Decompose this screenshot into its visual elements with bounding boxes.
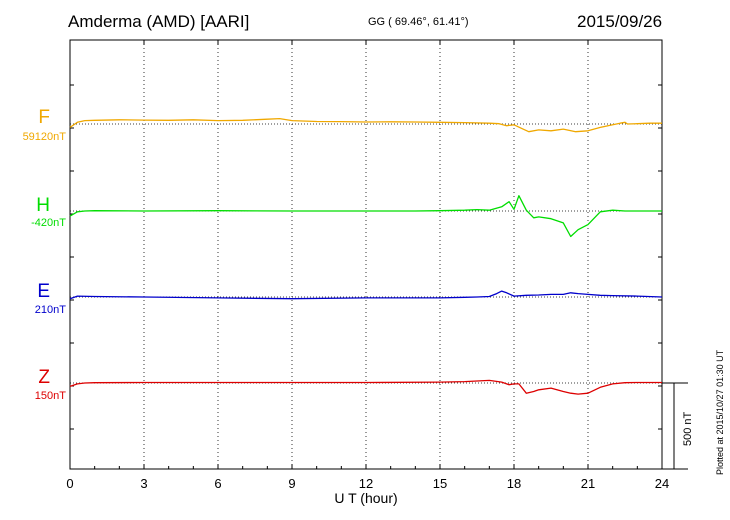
series-z-line [69, 379, 662, 395]
x-tick-label-21: 21 [581, 476, 595, 491]
x-tick-label-18: 18 [507, 476, 521, 491]
plotted-timestamp: Plotted at 2015/10/27 01:30 UT [715, 349, 725, 475]
component-e-baseline: 210nT [34, 304, 66, 316]
geographic-coordinates: GG ( 69.46°, 61.41°) [368, 16, 469, 28]
component-z-baseline: 150nT [34, 390, 66, 402]
component-h-baseline: -420nT [31, 217, 66, 229]
x-tick-label-0: 0 [66, 476, 73, 491]
x-axis-label: U T (hour) [334, 490, 398, 506]
component-e-label: E [37, 281, 50, 302]
series-f-line [69, 117, 662, 133]
x-tick-label-24: 24 [655, 476, 669, 491]
series-h-line [69, 195, 662, 238]
x-tick-label-9: 9 [288, 476, 295, 491]
component-f-label: F [38, 107, 50, 128]
x-tick-label-3: 3 [140, 476, 147, 491]
x-tick-label-12: 12 [359, 476, 373, 491]
component-f-baseline: 59120nT [22, 131, 66, 143]
station-title: Amderma (AMD) [AARI] [68, 12, 250, 31]
x-tick-label-15: 15 [433, 476, 447, 491]
date-label: 2015/09/26 [577, 12, 663, 31]
series-e-line [69, 290, 663, 300]
scale-bar-label: 500 nT [682, 411, 694, 446]
x-tick-label-6: 6 [214, 476, 221, 491]
component-z-label: Z [38, 367, 50, 388]
component-h-label: H [36, 195, 50, 216]
